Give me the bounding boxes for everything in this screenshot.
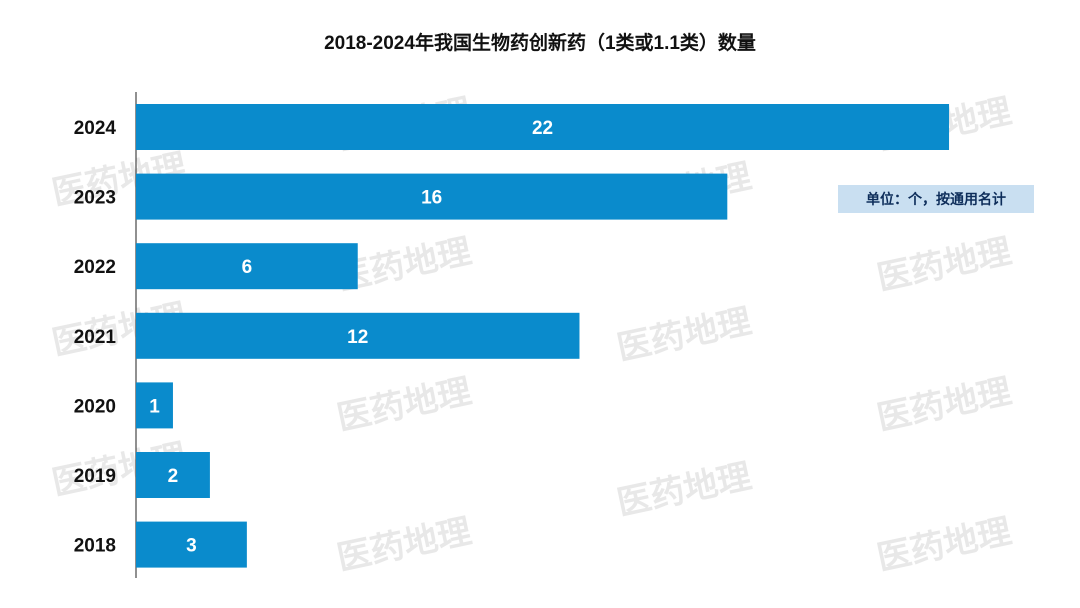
year-label: 2019 bbox=[74, 466, 116, 487]
data-label: 12 bbox=[347, 327, 368, 348]
bar bbox=[136, 382, 173, 429]
year-label: 2018 bbox=[74, 536, 116, 557]
year-label: 2024 bbox=[74, 118, 117, 139]
data-label: 2 bbox=[168, 466, 179, 487]
chart-title: 2018-2024年我国生物药创新药（1类或1.1类）数量 bbox=[324, 33, 756, 54]
watermark-text: 医药地理 bbox=[614, 457, 755, 522]
bar bbox=[136, 243, 358, 290]
watermark-text: 医药地理 bbox=[334, 512, 475, 577]
year-label: 2022 bbox=[74, 257, 116, 278]
bar bbox=[136, 452, 210, 498]
unit-note: 单位：个，按通用名计 bbox=[838, 185, 1034, 213]
year-label: 2023 bbox=[74, 188, 116, 209]
watermark-text: 医药地理 bbox=[874, 372, 1015, 437]
bar bbox=[136, 173, 728, 220]
data-label: 3 bbox=[186, 536, 197, 557]
bar bbox=[136, 104, 950, 150]
bars-group: 2024 22 2023 16 2022 6 2021 12 2020 1 2019 2 2018 3 bbox=[74, 104, 950, 568]
watermark-text: 医药地理 bbox=[614, 302, 755, 367]
watermark-text: 医药地理 bbox=[874, 512, 1015, 577]
data-label: 16 bbox=[421, 188, 442, 209]
year-label: 2020 bbox=[74, 396, 116, 417]
watermark-text: 医药地理 bbox=[334, 372, 475, 437]
bar bbox=[136, 521, 247, 568]
data-label: 1 bbox=[149, 396, 160, 417]
data-label: 22 bbox=[532, 118, 553, 139]
data-label: 6 bbox=[242, 257, 253, 278]
bar bbox=[136, 312, 580, 359]
year-label: 2021 bbox=[74, 327, 117, 348]
watermark-text: 医药地理 bbox=[874, 232, 1015, 297]
